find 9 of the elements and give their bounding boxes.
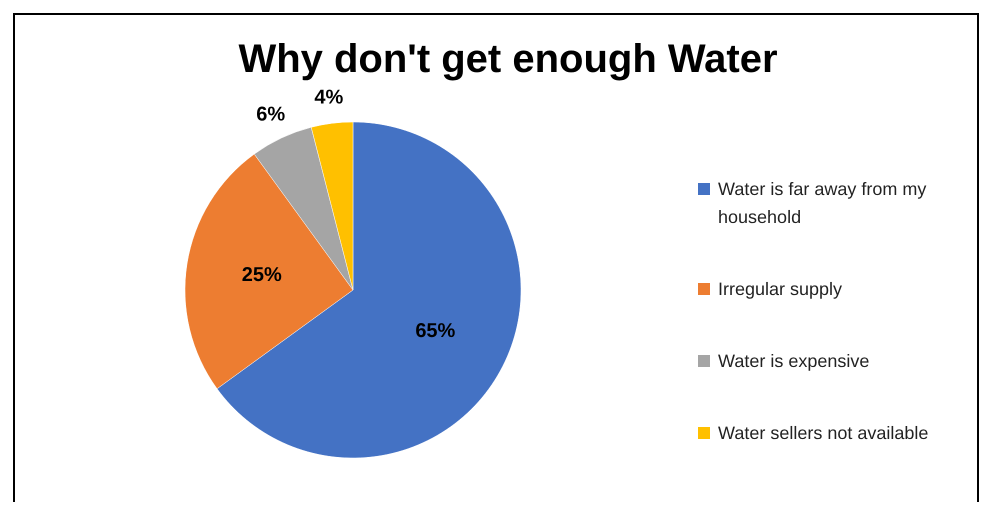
legend-label: Water sellers not available [718, 422, 928, 443]
data-label: 65% [415, 320, 456, 342]
data-label: 4% [314, 86, 344, 109]
data-label: 6% [256, 103, 286, 126]
legend-label: Irregular supply [718, 278, 842, 299]
legend-label: Water is far away from my household [718, 178, 926, 227]
legend-label: Water is expensive [718, 350, 870, 371]
chart-title: Why don't get enough Water [238, 37, 778, 81]
data-label: 25% [242, 264, 282, 286]
